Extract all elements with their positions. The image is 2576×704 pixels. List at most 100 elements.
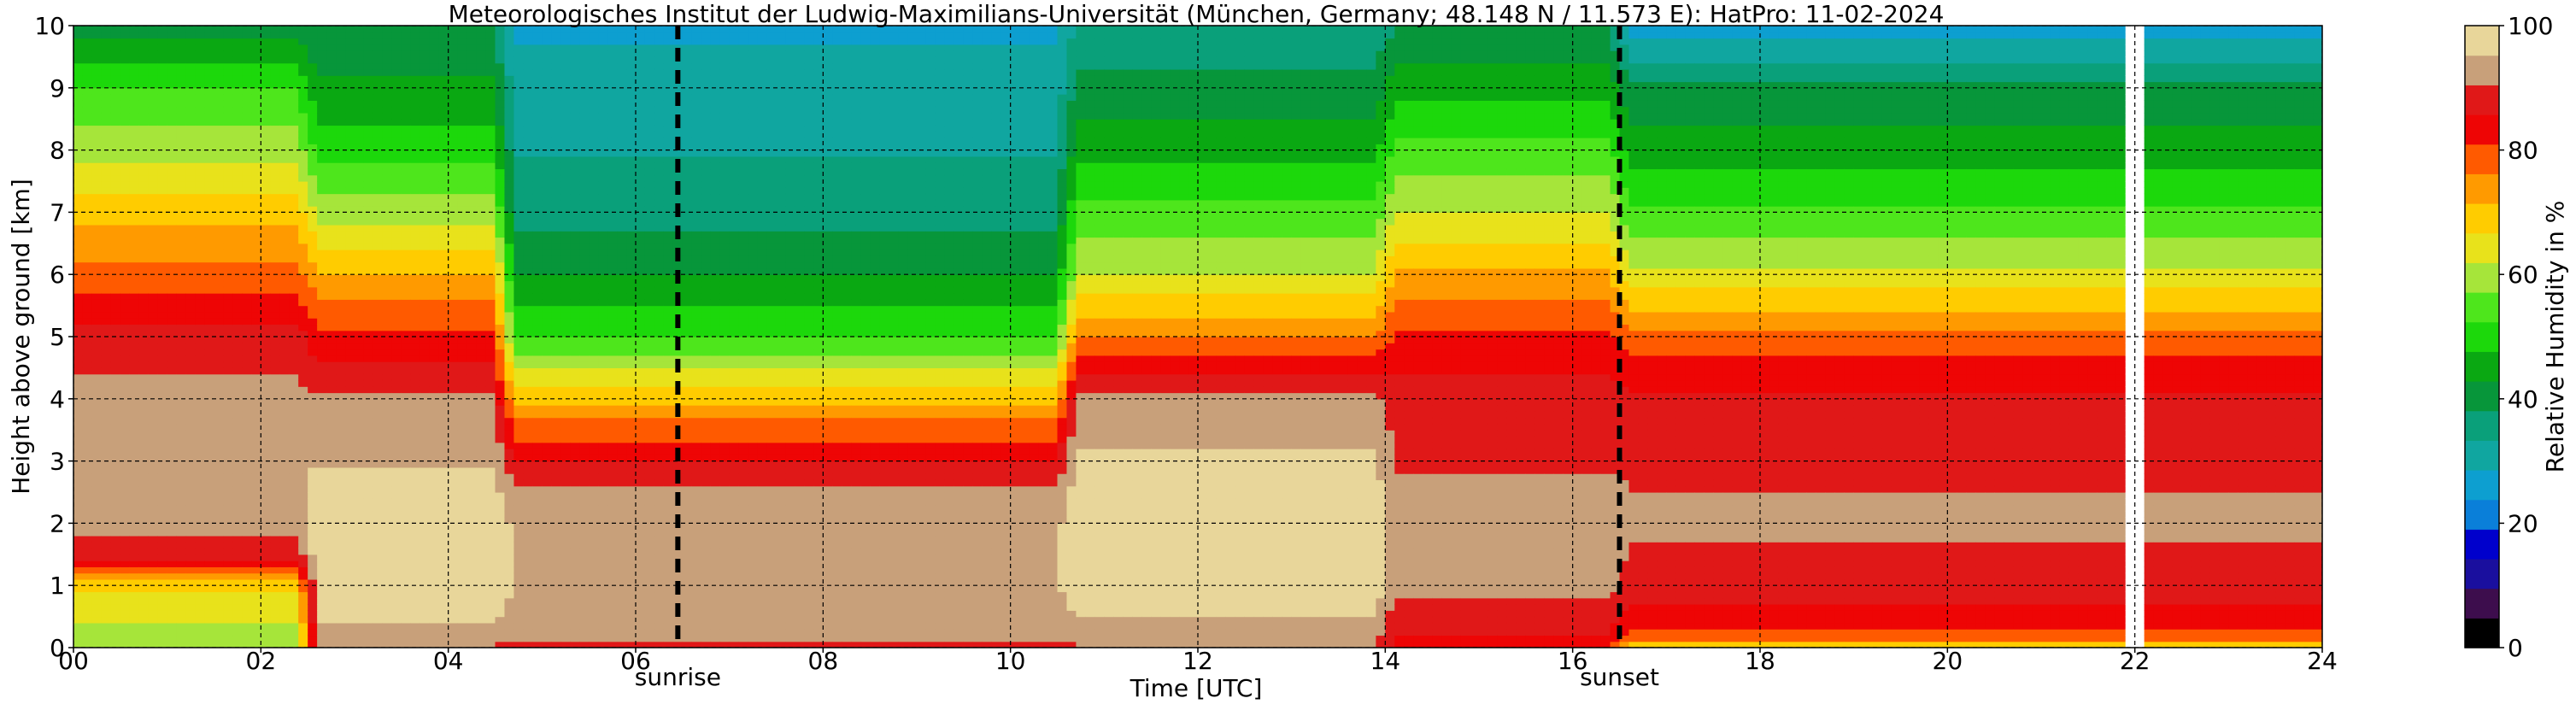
heat-cell: [532, 473, 543, 481]
heat-cell: [204, 249, 215, 256]
heat-cell: [279, 155, 290, 163]
heat-cell: [110, 144, 121, 151]
heat-cell: [176, 231, 187, 238]
heat-cell: [157, 293, 168, 300]
heat-cell: [532, 461, 543, 468]
heat-cell: [167, 442, 178, 449]
heat-cell: [373, 255, 384, 263]
heat-cell: [401, 187, 412, 195]
heat-cell: [204, 616, 215, 624]
heat-cell: [289, 529, 299, 537]
heat-cell: [110, 523, 121, 531]
heat-cell: [120, 572, 131, 580]
heat-cell: [363, 255, 374, 263]
heat-cell: [420, 38, 431, 45]
heat-cell: [289, 119, 299, 126]
heat-cell: [129, 81, 140, 89]
heat-cell: [401, 510, 412, 518]
heat-cell: [355, 155, 365, 163]
heat-cell: [138, 138, 150, 144]
heat-cell: [466, 554, 478, 561]
heat-cell: [279, 249, 290, 256]
heat-cell: [242, 436, 252, 443]
heat-cell: [73, 411, 84, 419]
heat-cell: [82, 417, 93, 425]
heat-cell: [204, 56, 215, 64]
heat-cell: [176, 591, 187, 599]
heat-cell: [91, 461, 103, 468]
heat-cell: [279, 337, 290, 343]
heat-cell: [110, 181, 121, 188]
heat-cell: [120, 492, 131, 499]
heat-cell: [382, 430, 393, 437]
heat-cell: [495, 38, 506, 45]
heat-cell: [336, 267, 346, 275]
heat-cell: [317, 430, 327, 437]
heat-cell: [401, 162, 412, 170]
heat-cell: [317, 299, 327, 307]
heat-cell: [195, 187, 206, 195]
heat-cell: [438, 349, 449, 356]
heat-cell: [279, 286, 290, 294]
heat-cell: [251, 635, 261, 642]
heat-cell: [466, 212, 478, 220]
heat-cell: [185, 461, 197, 468]
heat-cell: [242, 62, 252, 70]
heat-cell: [391, 100, 402, 108]
heat-cell: [91, 485, 103, 493]
heat-cell: [401, 224, 412, 232]
heat-cell: [279, 125, 290, 132]
heat-cell: [355, 523, 365, 531]
heat-cell: [363, 243, 374, 250]
heat-cell: [148, 430, 159, 437]
heat-cell: [167, 100, 178, 108]
heat-cell: [261, 94, 271, 101]
heat-cell: [129, 597, 140, 605]
heat-cell: [176, 150, 187, 157]
heat-cell: [401, 50, 412, 57]
heat-cell: [120, 449, 131, 455]
heat-cell: [129, 386, 140, 394]
heat-cell: [466, 517, 478, 524]
heat-cell: [289, 361, 299, 368]
heat-cell: [148, 367, 159, 375]
heat-cell: [261, 293, 271, 300]
heat-cell: [232, 355, 243, 362]
heat-cell: [308, 62, 318, 70]
heat-cell: [167, 367, 178, 375]
heat-cell: [223, 280, 234, 288]
heat-cell: [261, 125, 271, 132]
heat-cell: [513, 622, 524, 630]
heat-cell: [279, 100, 290, 108]
heat-cell: [495, 542, 506, 549]
heat-cell: [101, 529, 112, 537]
heat-cell: [261, 485, 271, 493]
heat-cell: [476, 237, 487, 244]
heat-cell: [345, 498, 355, 506]
heat-cell: [176, 26, 187, 32]
heat-cell: [223, 604, 234, 611]
heat-cell: [251, 38, 261, 45]
heat-cell: [214, 81, 225, 89]
heat-cell: [204, 38, 215, 45]
heat-cell: [138, 286, 150, 294]
heat-cell: [138, 610, 150, 618]
heat-cell: [279, 44, 290, 51]
heat-cell: [476, 542, 487, 549]
heat-cell: [195, 466, 206, 474]
heat-cell: [485, 138, 496, 144]
heat-cell: [523, 430, 533, 437]
heat-cell: [204, 392, 215, 400]
heat-cell: [82, 274, 93, 282]
heat-cell: [355, 212, 365, 220]
heat-cell: [308, 542, 318, 549]
heat-cell: [242, 187, 252, 195]
heat-cell: [373, 430, 384, 437]
heat-cell: [438, 492, 449, 499]
heat-cell: [167, 231, 178, 238]
heat-cell: [317, 311, 327, 319]
heat-cell: [204, 100, 215, 108]
heat-cell: [298, 32, 308, 39]
heat-cell: [73, 311, 84, 319]
heat-cell: [448, 542, 459, 549]
